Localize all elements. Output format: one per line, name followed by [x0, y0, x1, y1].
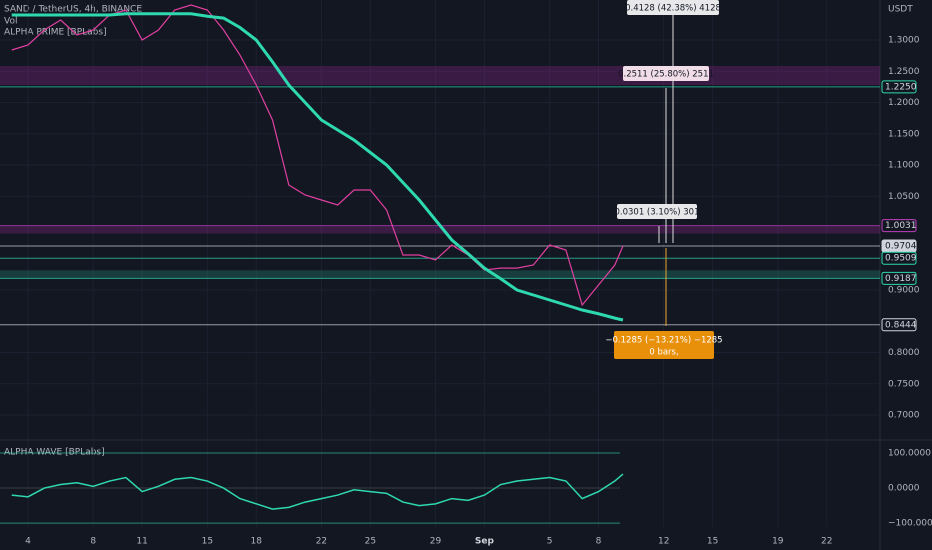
y-tick-label: 1.0500: [888, 192, 920, 202]
measure-label: 0.4128 (42.38%) 4128: [625, 4, 721, 14]
price-tag-label: 1.0031: [885, 221, 917, 231]
y-tick-label: 0.8000: [888, 348, 920, 358]
measure-box: [623, 66, 709, 81]
price-tag: [881, 318, 917, 332]
price-line: [11, 12, 624, 322]
x-tick-label: 5: [547, 537, 553, 547]
measure-box: [627, 0, 719, 15]
measure-box: [617, 204, 697, 219]
price-tag-label: 0.9187: [885, 274, 917, 284]
y-tick-label: 1.2500: [888, 67, 920, 77]
y-tick-label: 1.1000: [888, 161, 920, 171]
x-tick-label: 19: [772, 537, 784, 547]
price-tag-label: 0.9509: [885, 254, 917, 264]
measure-label: −0.1285 (−13.21%) −1285: [605, 336, 722, 346]
osc-tick-label: 100.0000: [888, 448, 931, 458]
x-tick-label: 8: [596, 537, 602, 547]
axis-unit: USDT: [888, 5, 913, 15]
x-tick-label: 25: [365, 537, 376, 547]
chart-title: SAND / TetherUS, 4h, BINANCE: [4, 5, 142, 15]
x-tick-label: 12: [658, 537, 669, 547]
y-tick-label: 1.1500: [888, 129, 920, 139]
price-tag: [881, 219, 917, 233]
price-tag-label: 0.9704: [885, 242, 917, 252]
x-tick-label: 8: [90, 537, 96, 547]
x-tick-label: 11: [136, 537, 147, 547]
x-tick-label: 29: [430, 537, 442, 547]
y-tick-label: 1.2000: [888, 98, 920, 108]
osc-tick-label: −100.0000: [888, 519, 932, 529]
bars-label: 0 bars,: [649, 348, 678, 358]
x-tick-label: 18: [250, 537, 262, 547]
level-band: [0, 66, 880, 85]
price-tag-label: 1.2250: [885, 82, 917, 92]
osc-tick-label: 0.0000: [888, 484, 920, 494]
measure-label: 0.0301 (3.10%) 301: [614, 208, 699, 218]
x-tick-label: 22: [821, 537, 832, 547]
legend-item: Vol: [4, 17, 17, 27]
x-tick-label: 15: [202, 537, 213, 547]
y-tick-label: 0.7500: [888, 379, 920, 389]
legend-item: ALPHA PRIME [BPLabs]: [4, 28, 107, 38]
x-tick-label: Sep: [475, 537, 495, 547]
x-tick-label: 15: [707, 537, 718, 547]
level-band: [0, 270, 880, 279]
measure-box: [614, 331, 714, 359]
price-tag: [881, 271, 917, 285]
x-tick-label: 22: [316, 537, 327, 547]
price-tag-label: 0.8444: [885, 320, 917, 330]
oscillator-line: [11, 473, 624, 510]
x-tick-label: 4: [25, 537, 31, 547]
level-band: [0, 225, 880, 234]
price-tag: [881, 251, 917, 265]
measure-label: 0.2511 (25.80%) 2511: [618, 70, 714, 80]
y-tick-label: 1.3000: [888, 36, 920, 46]
y-tick-label: 0.9000: [888, 286, 920, 296]
price-tag: [881, 80, 917, 94]
y-tick-label: 0.7000: [888, 411, 920, 421]
